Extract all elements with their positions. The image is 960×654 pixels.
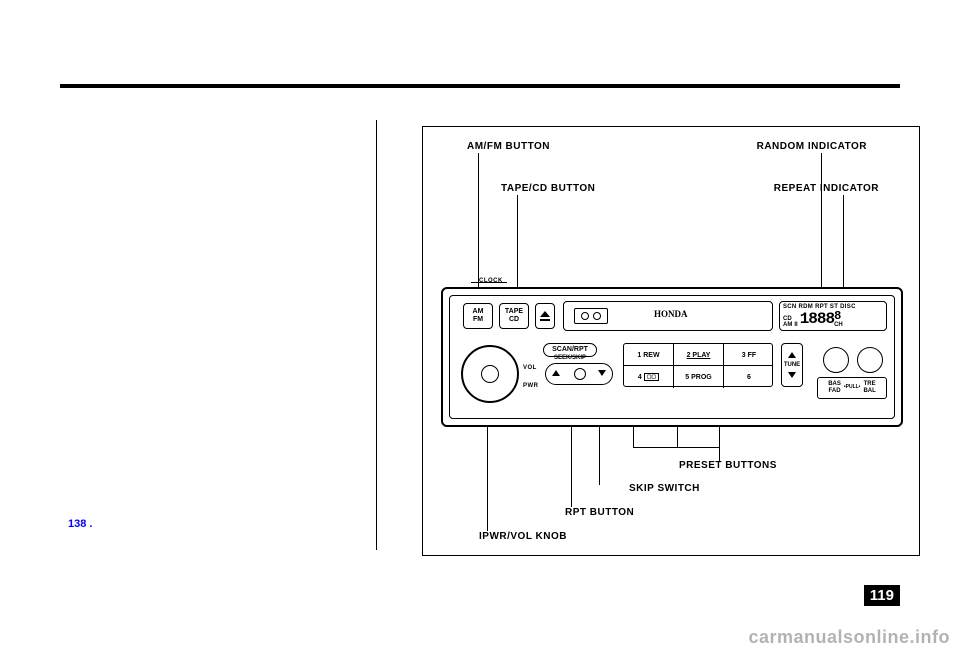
tre-bal-knob[interactable] <box>857 347 883 373</box>
vol-label: VOL <box>523 365 537 371</box>
cassette-slot: HONDA <box>563 301 773 331</box>
disp-disc: 8 <box>834 310 843 322</box>
seek-label: SEEK/SKIP <box>554 355 586 362</box>
leader-random <box>821 153 822 297</box>
leader-repeat <box>843 195 844 297</box>
tape-bot: CD <box>509 316 519 324</box>
leader-skip <box>599 427 600 485</box>
leader-preset-h <box>633 447 719 448</box>
tune-up-icon <box>788 352 796 358</box>
left-text-column: 138 . <box>62 120 362 540</box>
preset-grid: 1 REW 2 PLAY 3 FF 4 ▢▢ 5 PROG 6 <box>623 343 773 387</box>
page-number: 119 <box>864 585 900 606</box>
bal-label: BAL <box>863 388 875 395</box>
clock-label: CLOCK <box>479 278 503 284</box>
label-preset: PRESET BUTTONS <box>679 460 777 471</box>
seek-skip-switch[interactable]: SEEK/SKIP <box>545 363 613 385</box>
pwr-vol-knob-center <box>481 365 499 383</box>
bas-label: BAS <box>828 381 841 388</box>
fad-label: FAD <box>828 388 841 395</box>
label-amfm: AM/FM BUTTON <box>467 141 550 152</box>
radio-diagram: AM/FM BUTTON RANDOM INDICATOR TAPE/CD BU… <box>422 126 920 556</box>
scan-label: SCAN/RPT <box>552 346 588 354</box>
leader-pwrvol <box>487 427 488 531</box>
leader-preset-1 <box>633 427 634 447</box>
amfm-bot: FM <box>473 316 483 324</box>
tre-label: TRE <box>863 381 875 388</box>
label-tapecd: TAPE/CD BUTTON <box>501 183 595 194</box>
preset-1[interactable]: 1 REW <box>624 344 674 366</box>
seek-center <box>574 368 586 380</box>
brand-label: HONDA <box>654 310 688 320</box>
preset-5[interactable]: 5 PROG <box>674 366 724 388</box>
pull-label: •PULL• <box>844 385 861 391</box>
eject-bar <box>540 319 550 321</box>
disp-am: AM <box>783 322 792 328</box>
tapecd-button[interactable]: TAPE CD <box>499 303 529 329</box>
label-pwrvol: IPWR/VOL KNOB <box>479 531 567 542</box>
eject-icon <box>540 311 550 317</box>
tune-label: TUNE <box>784 362 800 369</box>
preset-6[interactable]: 6 <box>724 366 774 388</box>
label-rpt: RPT BUTTON <box>565 507 634 518</box>
lcd-display: SCN RDM RPT ST DISC CD AM II 1888 8 CH <box>779 301 887 331</box>
page-link[interactable]: 138 . <box>68 518 92 530</box>
leader-preset-2 <box>677 427 678 447</box>
preset-3[interactable]: 3 FF <box>724 344 774 366</box>
label-random: RANDOM INDICATOR <box>757 141 867 152</box>
clock-rule <box>471 282 507 283</box>
disp-ch: CH <box>834 322 843 328</box>
amfm-top: AM <box>473 308 484 316</box>
tone-panel: BAS FAD •PULL• TRE BAL <box>817 377 887 399</box>
pwr-label: PWR <box>523 383 539 389</box>
disp-freq: 1888 <box>800 310 834 328</box>
leader-preset-3 <box>719 427 720 447</box>
page-top-rule <box>60 84 900 88</box>
leader-preset-v <box>719 447 720 461</box>
tune-down-icon <box>788 372 796 378</box>
cassette-icon <box>574 308 608 324</box>
leader-rpt <box>571 427 572 507</box>
amfm-button[interactable]: AM FM <box>463 303 493 329</box>
watermark: carmanualsonline.info <box>748 627 950 648</box>
tune-button[interactable]: TUNE <box>781 343 803 387</box>
label-skip: SKIP SWITCH <box>629 483 700 494</box>
preset-4[interactable]: 4 ▢▢ <box>624 366 674 388</box>
seek-left-icon <box>552 370 560 376</box>
tape-top: TAPE <box>505 308 523 316</box>
radio-unit: AM FM TAPE CD HONDA SCN RDM RPT ST DISC … <box>441 287 903 427</box>
eject-button[interactable] <box>535 303 555 329</box>
column-divider <box>376 120 377 550</box>
seek-right-icon <box>598 370 606 376</box>
leader-tapecd <box>517 195 518 299</box>
label-repeat: REPEAT INDICATOR <box>774 183 879 194</box>
bas-fad-knob[interactable] <box>823 347 849 373</box>
preset-2[interactable]: 2 PLAY <box>674 344 724 366</box>
